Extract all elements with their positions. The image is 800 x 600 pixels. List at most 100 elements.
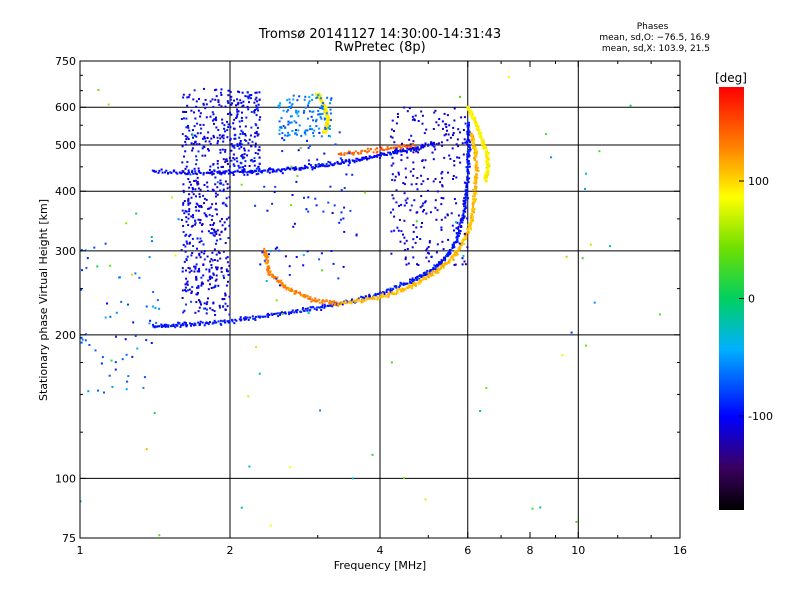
trace-point xyxy=(482,138,484,141)
cluster-point xyxy=(440,228,443,231)
cluster-point xyxy=(250,134,252,137)
cluster-point xyxy=(184,140,187,143)
cluster-point xyxy=(402,182,405,184)
cluster-point xyxy=(406,248,409,250)
trace-point xyxy=(387,288,390,291)
trace-point xyxy=(481,141,484,144)
trace-point xyxy=(434,264,437,267)
cluster-point xyxy=(463,232,466,235)
cluster-point xyxy=(242,104,245,107)
cluster-point xyxy=(561,354,564,357)
cluster-point xyxy=(303,109,306,112)
trace-point xyxy=(216,170,219,173)
trace-point xyxy=(427,271,430,274)
cluster-point xyxy=(453,160,456,162)
cluster-point xyxy=(309,125,312,128)
cluster-point xyxy=(295,256,298,258)
trace-point xyxy=(462,243,465,245)
trace-point xyxy=(471,217,474,220)
cluster-point xyxy=(182,203,185,206)
cluster-point xyxy=(254,91,257,94)
cluster-point xyxy=(216,259,219,262)
trace-point xyxy=(180,324,183,327)
cluster-point xyxy=(241,91,244,94)
cluster-point xyxy=(185,269,187,272)
cluster-point xyxy=(211,98,214,101)
trace-point xyxy=(357,297,360,300)
cluster-point xyxy=(243,153,246,156)
cluster-point xyxy=(440,218,443,221)
trace-point xyxy=(315,94,318,97)
trace-point xyxy=(464,189,467,192)
cluster-point xyxy=(273,191,276,193)
trace-point xyxy=(372,151,375,154)
cluster-point xyxy=(220,105,223,108)
cluster-point xyxy=(463,138,466,141)
cluster-point xyxy=(93,246,96,249)
y-tick-label: 500 xyxy=(55,139,76,152)
trace-point xyxy=(463,208,466,211)
cluster-point xyxy=(225,284,228,287)
trace-point xyxy=(467,155,470,158)
cluster-point xyxy=(200,276,203,279)
cluster-point xyxy=(203,202,205,205)
trace-point xyxy=(354,150,357,153)
cluster-point xyxy=(371,453,374,456)
trace-point xyxy=(270,312,273,315)
trace-point xyxy=(275,169,278,172)
cluster-point xyxy=(219,91,222,94)
cluster-point xyxy=(464,141,467,144)
cluster-point xyxy=(199,219,202,221)
cluster-point xyxy=(183,260,186,263)
trace-point xyxy=(463,197,466,200)
cluster-point xyxy=(435,218,438,221)
cluster-point xyxy=(439,181,442,184)
cluster-point xyxy=(405,239,408,242)
trace-point xyxy=(233,322,236,325)
cluster-point xyxy=(462,203,465,205)
cluster-point xyxy=(466,178,469,181)
cluster-point xyxy=(209,224,212,226)
trace-point xyxy=(232,171,234,174)
cluster-point xyxy=(393,229,396,232)
trace-point xyxy=(486,158,489,161)
cluster-point xyxy=(187,124,189,127)
cluster-point xyxy=(451,147,454,150)
trace-point xyxy=(357,152,360,155)
cluster-point xyxy=(226,100,229,103)
trace-point xyxy=(324,111,327,114)
cluster-point xyxy=(420,225,423,228)
cluster-point xyxy=(199,237,202,240)
cluster-point xyxy=(287,120,290,123)
cluster-point xyxy=(85,266,88,269)
trace-point xyxy=(318,301,321,304)
cluster-point xyxy=(210,266,213,269)
cluster-point xyxy=(191,190,194,193)
cluster-point xyxy=(187,213,190,216)
trace-point xyxy=(465,196,468,199)
cluster-point xyxy=(459,219,462,222)
trace-point xyxy=(181,322,184,325)
cluster-point xyxy=(219,148,222,151)
cluster-point xyxy=(222,250,225,253)
cluster-point xyxy=(298,168,301,171)
trace-point xyxy=(472,118,474,121)
cluster-point xyxy=(222,188,225,191)
cluster-point xyxy=(187,126,190,129)
cluster-point xyxy=(274,247,277,250)
cluster-point xyxy=(209,206,212,209)
trace-point xyxy=(465,194,468,197)
trace-point xyxy=(263,169,266,172)
cluster-point xyxy=(404,167,407,170)
cluster-point xyxy=(195,135,198,138)
cluster-point xyxy=(226,270,228,273)
cluster-point xyxy=(181,297,184,299)
trace-point xyxy=(403,150,406,153)
trace-point xyxy=(265,257,268,260)
trace-point xyxy=(282,286,285,289)
cluster-point xyxy=(288,273,291,276)
trace-point xyxy=(352,153,355,156)
trace-point xyxy=(484,180,487,183)
trace-point xyxy=(259,315,262,318)
cluster-point xyxy=(302,111,305,114)
